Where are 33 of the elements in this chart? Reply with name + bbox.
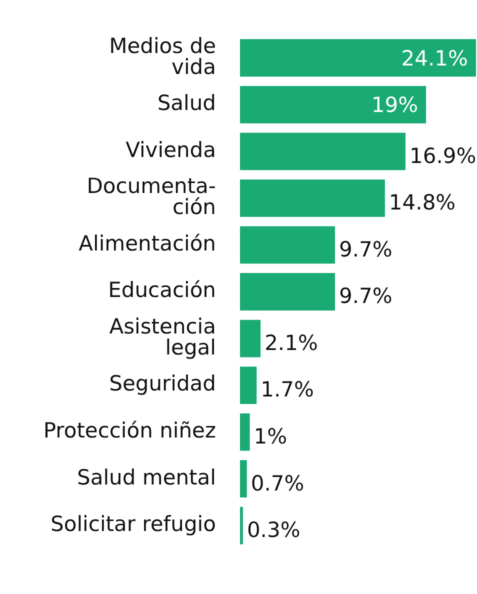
bar xyxy=(240,460,247,498)
data-label: 0.7% xyxy=(250,471,304,496)
y-tick-label: Alimentación xyxy=(78,231,216,256)
y-tick-label: Seguridad xyxy=(109,372,216,396)
data-label: 9.7% xyxy=(338,284,392,308)
bar xyxy=(240,226,335,264)
bar xyxy=(240,413,250,451)
bar xyxy=(240,39,476,77)
y-tick-label: Salud mental xyxy=(77,465,216,490)
data-label: 14.8% xyxy=(388,190,456,215)
bar xyxy=(240,366,257,404)
y-tick-label: Asistencia legal xyxy=(109,314,216,360)
y-tick-label: Medios de vida xyxy=(109,34,216,79)
bar xyxy=(240,132,406,170)
bar xyxy=(240,273,335,310)
bar xyxy=(240,86,426,124)
y-tick-label: Documenta- ción xyxy=(86,174,216,220)
bar xyxy=(240,506,243,544)
bar xyxy=(240,179,385,217)
data-label: 9.7% xyxy=(338,237,392,262)
y-tick-label: Solicitar refugio xyxy=(50,512,216,536)
data-label: 1% xyxy=(254,424,288,449)
data-label: 16.9% xyxy=(409,144,476,168)
data-label: 19% xyxy=(371,93,418,118)
data-label: 0.3% xyxy=(246,518,300,542)
data-label: 2.1% xyxy=(264,330,318,355)
y-tick-label: Protección niñez xyxy=(43,418,216,443)
data-label: 1.7% xyxy=(260,378,314,402)
y-tick-label: Vivienda xyxy=(126,138,216,162)
data-label: 24.1% xyxy=(401,46,468,70)
bar xyxy=(240,320,261,358)
y-tick-label: Salud xyxy=(157,91,216,116)
y-tick-label: Educación xyxy=(108,278,216,302)
